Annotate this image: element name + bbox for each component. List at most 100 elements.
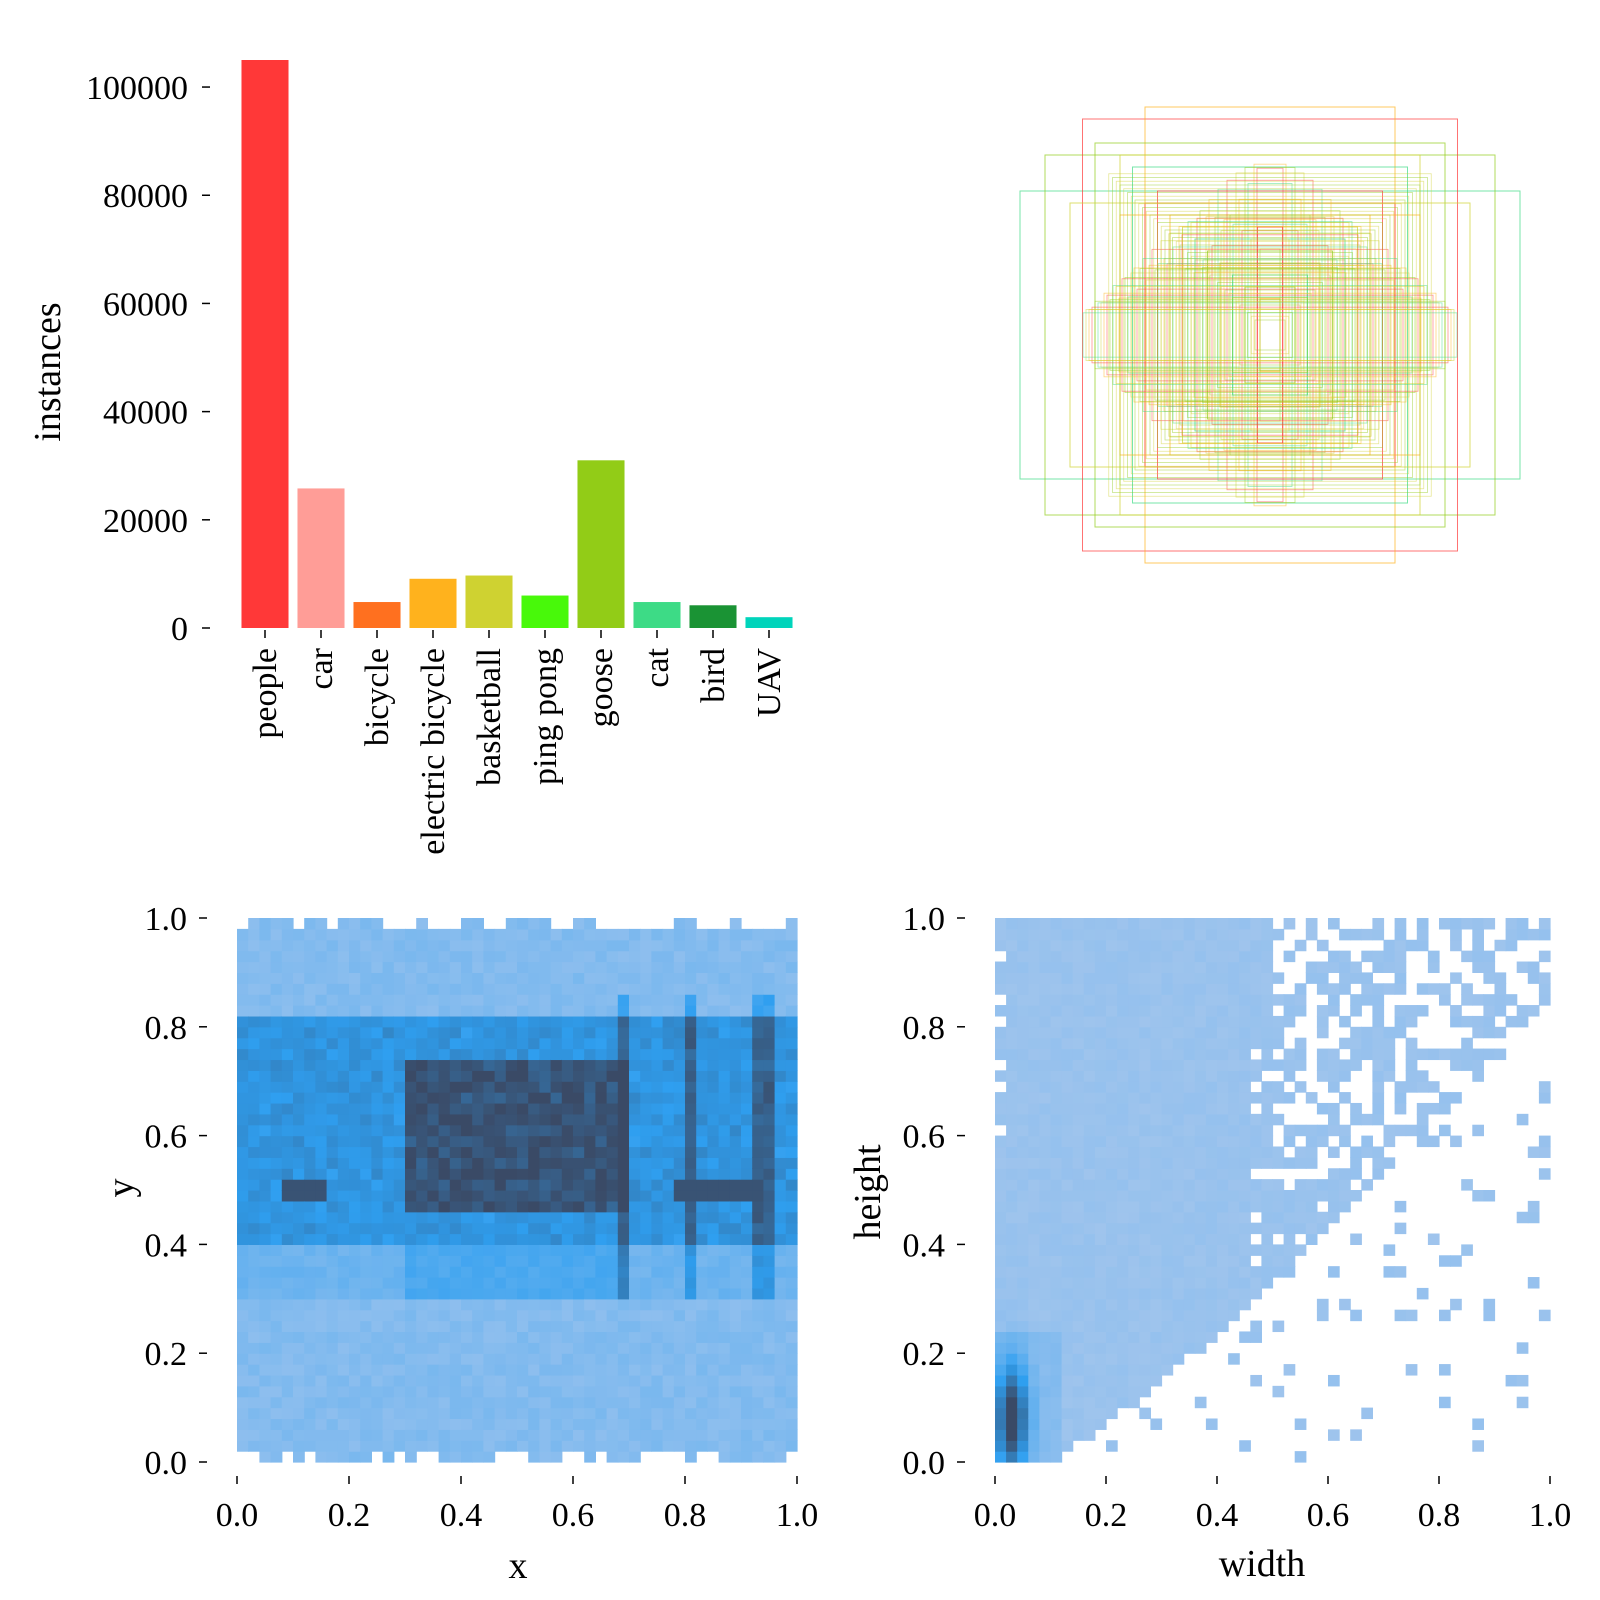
- xy-heatmap-cell: [393, 1233, 406, 1245]
- xy-heatmap-cell: [483, 972, 496, 984]
- wh-heatmap-cell: [1039, 1309, 1052, 1322]
- wh-heatmap-cell: [1328, 1168, 1340, 1180]
- wh-heatmap-cell: [1172, 1233, 1185, 1245]
- wh-heatmap-cell: [1072, 1233, 1085, 1245]
- xy-heatmap-cell: [494, 1005, 507, 1017]
- xy-heatmap-cell: [449, 1353, 462, 1365]
- xy-heatmap-cell: [438, 1309, 451, 1322]
- wh-heatmap-cell: [1050, 1364, 1063, 1376]
- wh-heatmap-cell: [1316, 1190, 1329, 1202]
- wh-heatmap-cell: [1283, 1200, 1296, 1213]
- xy-heatmap-cell: [696, 994, 708, 1006]
- xy-heatmap-cell: [281, 950, 294, 963]
- xy-heatmap-cell: [293, 1277, 305, 1289]
- wh-heatmap-cell: [1139, 939, 1151, 952]
- xy-heatmap-cell: [505, 1200, 518, 1213]
- xy-heatmap-cell: [617, 1298, 630, 1311]
- wh-heatmap-cell: [1017, 1364, 1029, 1376]
- wh-heatmap-cell: [1172, 1342, 1185, 1354]
- xy-heatmap-cell: [393, 1179, 406, 1191]
- xy-heatmap-cell: [517, 983, 529, 995]
- bbox-sample: [1172, 246, 1368, 424]
- wh-heatmap-cell: [1439, 1364, 1451, 1376]
- wh-heatmap-cell: [1261, 972, 1274, 984]
- wh-heatmap-cell: [1272, 1211, 1285, 1224]
- xy-heatmap-cell: [651, 1211, 664, 1224]
- xy-heatmap-cell: [237, 1255, 249, 1267]
- wh-heatmap-cell: [1106, 1353, 1118, 1365]
- wh-heatmap-cell: [1117, 1298, 1129, 1311]
- wh-heatmap-cell: [1217, 1211, 1229, 1224]
- xy-heatmap-cell: [785, 1190, 798, 1202]
- xy-heatmap-cell: [774, 1222, 787, 1235]
- wh-heatmap-cell: [1106, 1157, 1118, 1169]
- xy-heatmap-cell: [774, 1102, 787, 1115]
- xy-heatmap-cell: [337, 1113, 350, 1126]
- wh-heatmap-cell: [1439, 918, 1451, 930]
- xy-heatmap-cell: [237, 1287, 249, 1300]
- wh-heatmap-cell: [1006, 918, 1018, 930]
- xy-heatmap-cell: [248, 1222, 260, 1235]
- wh-heatmap-cell: [1228, 928, 1240, 941]
- wh-heatmap-cell: [1006, 972, 1018, 984]
- xy-heatmap-cell: [371, 1157, 384, 1169]
- wh-heatmap-cell: [1128, 1222, 1140, 1235]
- wh-heatmap-cell: [1538, 1146, 1551, 1158]
- xy-heatmap-cell: [427, 1429, 440, 1441]
- xy-heatmap-cell: [517, 1179, 529, 1191]
- xy-heatmap-cell: [248, 1374, 260, 1387]
- bbox-sample: [1247, 183, 1293, 487]
- xy-heatmap-cell: [685, 1277, 697, 1289]
- xy-heatmap-cell: [561, 1255, 574, 1267]
- xy-heatmap-cell: [517, 1211, 529, 1224]
- wh-heatmap-cell: [1361, 928, 1373, 941]
- xy-heatmap-cell: [337, 1015, 350, 1028]
- xy-heatmap-cell: [741, 1179, 753, 1191]
- xy-heatmap-cell: [248, 1320, 260, 1333]
- xy-heatmap-cell: [763, 1255, 776, 1267]
- xy-heatmap-cell: [416, 1102, 428, 1115]
- xy-heatmap-cell: [741, 1048, 753, 1061]
- wh-heatmap-cell: [1339, 1200, 1351, 1213]
- xy-heatmap-cell: [494, 1059, 507, 1071]
- xy-heatmap-cell: [741, 994, 753, 1006]
- xy-heatmap-cell: [673, 1168, 686, 1180]
- wh-heatmap-cell: [1172, 1081, 1185, 1093]
- wh-heatmap-cell: [1461, 1048, 1473, 1061]
- xy-heatmap-cell: [550, 1266, 563, 1278]
- xy-heatmap-cell: [629, 1092, 641, 1104]
- wh-heatmap-cell: [1250, 1179, 1262, 1191]
- xy-heatmap-cell: [472, 1135, 484, 1148]
- xy-heatmap-cell: [494, 1309, 507, 1322]
- wh-heatmap-cell: [1139, 1037, 1151, 1050]
- wh-heatmap-cell: [995, 1364, 1007, 1376]
- wh-heatmap-cell: [1372, 950, 1385, 963]
- xy-heatmap-cell: [449, 1222, 462, 1235]
- xy-heatmap-cell: [237, 1179, 249, 1191]
- xy-heatmap-cell: [360, 994, 372, 1006]
- wh-heatmap-cell: [1372, 1081, 1385, 1093]
- xy-heatmap-cell: [741, 1451, 753, 1463]
- wh-heatmap-cell: [1328, 1146, 1340, 1158]
- xy-heatmap-cell: [696, 1026, 708, 1039]
- xy-heatmap-cell: [427, 1005, 440, 1017]
- wh-heatmap-cell: [1017, 1179, 1029, 1191]
- xy-heatmap-cell: [617, 1440, 630, 1452]
- wh-heatmap-cell: [1106, 1168, 1118, 1180]
- wh-heatmap-cell: [1083, 1015, 1096, 1028]
- wh-heatmap-cell: [1172, 1070, 1185, 1082]
- wh-heatmap-cell: [1039, 1037, 1052, 1050]
- wh-heatmap-cell: [1094, 1015, 1107, 1028]
- wh-heatmap-cell: [1006, 1233, 1018, 1245]
- xy-heatmap-cell: [248, 1113, 260, 1126]
- xy-heatmap-cell: [696, 1200, 708, 1213]
- xy-heatmap-cell: [640, 1124, 652, 1137]
- xy-heatmap-cell: [774, 1429, 787, 1441]
- xy-heatmap-cell: [293, 928, 305, 941]
- wh-heatmap-cell: [1050, 950, 1063, 963]
- xy-heatmap-cell: [517, 1015, 529, 1028]
- bbox-sample: [1169, 232, 1371, 438]
- xy-heatmap-cell: [438, 1429, 451, 1441]
- wh-heatmap-cell: [1017, 1331, 1029, 1343]
- xy-heatmap-cell: [393, 1374, 406, 1387]
